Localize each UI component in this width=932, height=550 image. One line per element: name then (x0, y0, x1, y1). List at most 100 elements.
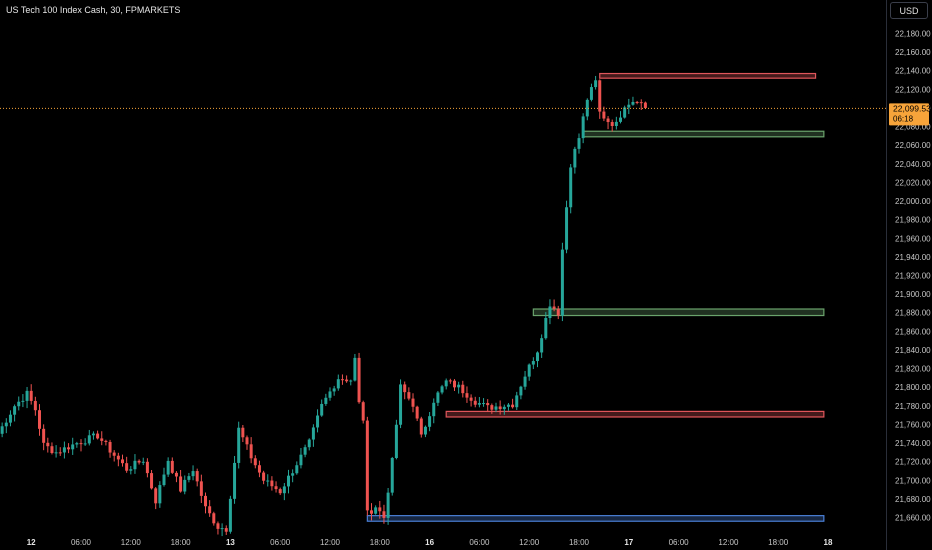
candle-body (610, 122, 614, 127)
time-tick: 18:00 (171, 538, 192, 547)
candle-body (208, 506, 212, 514)
time-tick: 18 (824, 538, 833, 547)
candle-body (199, 481, 203, 496)
price-tick: 21,800.00 (895, 383, 931, 392)
candle-body (465, 393, 469, 398)
price-tick: 21,680.00 (895, 495, 931, 504)
price-tick: 21,820.00 (895, 365, 931, 374)
candle-body (639, 102, 643, 104)
candle-body (502, 406, 506, 410)
candle-body (216, 523, 220, 529)
candle-body (453, 380, 456, 388)
candle-body (316, 415, 320, 428)
zone-blue[interactable] (366, 515, 825, 522)
candle-body (17, 401, 21, 407)
zone-red[interactable] (599, 72, 817, 79)
zone-green[interactable] (582, 130, 825, 138)
candle-body (116, 455, 120, 460)
candle-body (461, 384, 465, 394)
candle-body (619, 117, 622, 122)
candle-body (469, 397, 473, 401)
currency-button[interactable]: USD (890, 2, 928, 19)
candle-body (108, 441, 112, 453)
candle-body (589, 87, 593, 100)
candle-body (477, 403, 481, 405)
time-tick: 17 (624, 538, 633, 547)
candle-body (361, 402, 365, 421)
candle-body (303, 447, 307, 455)
candle-body (75, 443, 79, 445)
candle-body (299, 454, 303, 466)
candle-body (100, 438, 104, 441)
time-tick: 18:00 (768, 538, 789, 547)
candle-body (440, 386, 444, 393)
candle-body (96, 433, 100, 439)
price-tick: 22,020.00 (895, 178, 931, 187)
candle-body (328, 391, 332, 398)
candle-body (448, 380, 452, 382)
candle-body (423, 426, 427, 435)
zone-green[interactable] (532, 308, 825, 317)
candle-body (257, 465, 261, 473)
candle-body (594, 80, 598, 88)
time-tick: 13 (226, 538, 235, 547)
price-tick: 21,720.00 (895, 458, 931, 467)
candle-body (527, 364, 531, 377)
price-tick: 22,060.00 (895, 141, 931, 150)
candle-body (141, 461, 145, 463)
candle-body (104, 440, 108, 442)
price-tick: 21,760.00 (895, 420, 931, 429)
candle-body (573, 148, 577, 168)
candle-body (473, 400, 477, 405)
candle-body (494, 406, 498, 410)
current-price-value: 22,099.53 (893, 103, 931, 113)
candle-body (158, 485, 162, 504)
price-tick: 21,900.00 (895, 290, 931, 299)
candle-body (145, 461, 149, 474)
time-tick: 06:00 (469, 538, 490, 547)
candle-layer (0, 75, 647, 537)
current-price-label-bg (889, 103, 929, 126)
candle-body (552, 306, 556, 309)
time-tick: 12:00 (519, 538, 540, 547)
candle-body (33, 400, 37, 411)
price-tick: 21,860.00 (895, 327, 931, 336)
candle-body (187, 476, 191, 480)
price-tick: 21,920.00 (895, 272, 931, 281)
candle-body (436, 392, 440, 403)
candle-body (544, 318, 548, 339)
candle-body (411, 398, 415, 407)
candle-body (531, 361, 535, 365)
price-tick: 22,000.00 (895, 197, 931, 206)
candle-body (345, 379, 349, 382)
candle-body (581, 116, 585, 139)
chart-title: US Tech 100 Index Cash, 30, FPMARKETS (6, 5, 181, 15)
candle-body (233, 462, 237, 499)
candle-body (311, 427, 315, 440)
candle-body (253, 458, 257, 466)
candle-body (241, 427, 245, 438)
candle-body (419, 418, 423, 435)
candle-body (287, 475, 290, 487)
candle-body (515, 395, 519, 408)
candle-body (91, 433, 95, 436)
candle-body (635, 101, 639, 103)
candle-body (150, 473, 154, 489)
candle-body (498, 406, 502, 410)
zone-red[interactable] (445, 410, 825, 418)
candle-body (83, 443, 87, 445)
candle-body (332, 388, 336, 392)
candle-body (270, 480, 274, 487)
candle-body (536, 352, 539, 362)
candle-body (166, 460, 170, 475)
zone-layer (366, 72, 825, 522)
candle-body (390, 458, 394, 493)
candle-body (403, 384, 407, 393)
candle-body (643, 102, 647, 108)
candle-body (25, 390, 29, 401)
candle-body (295, 465, 299, 474)
candle-body (46, 442, 50, 447)
candle-body (220, 528, 224, 530)
candle-body (154, 488, 158, 504)
